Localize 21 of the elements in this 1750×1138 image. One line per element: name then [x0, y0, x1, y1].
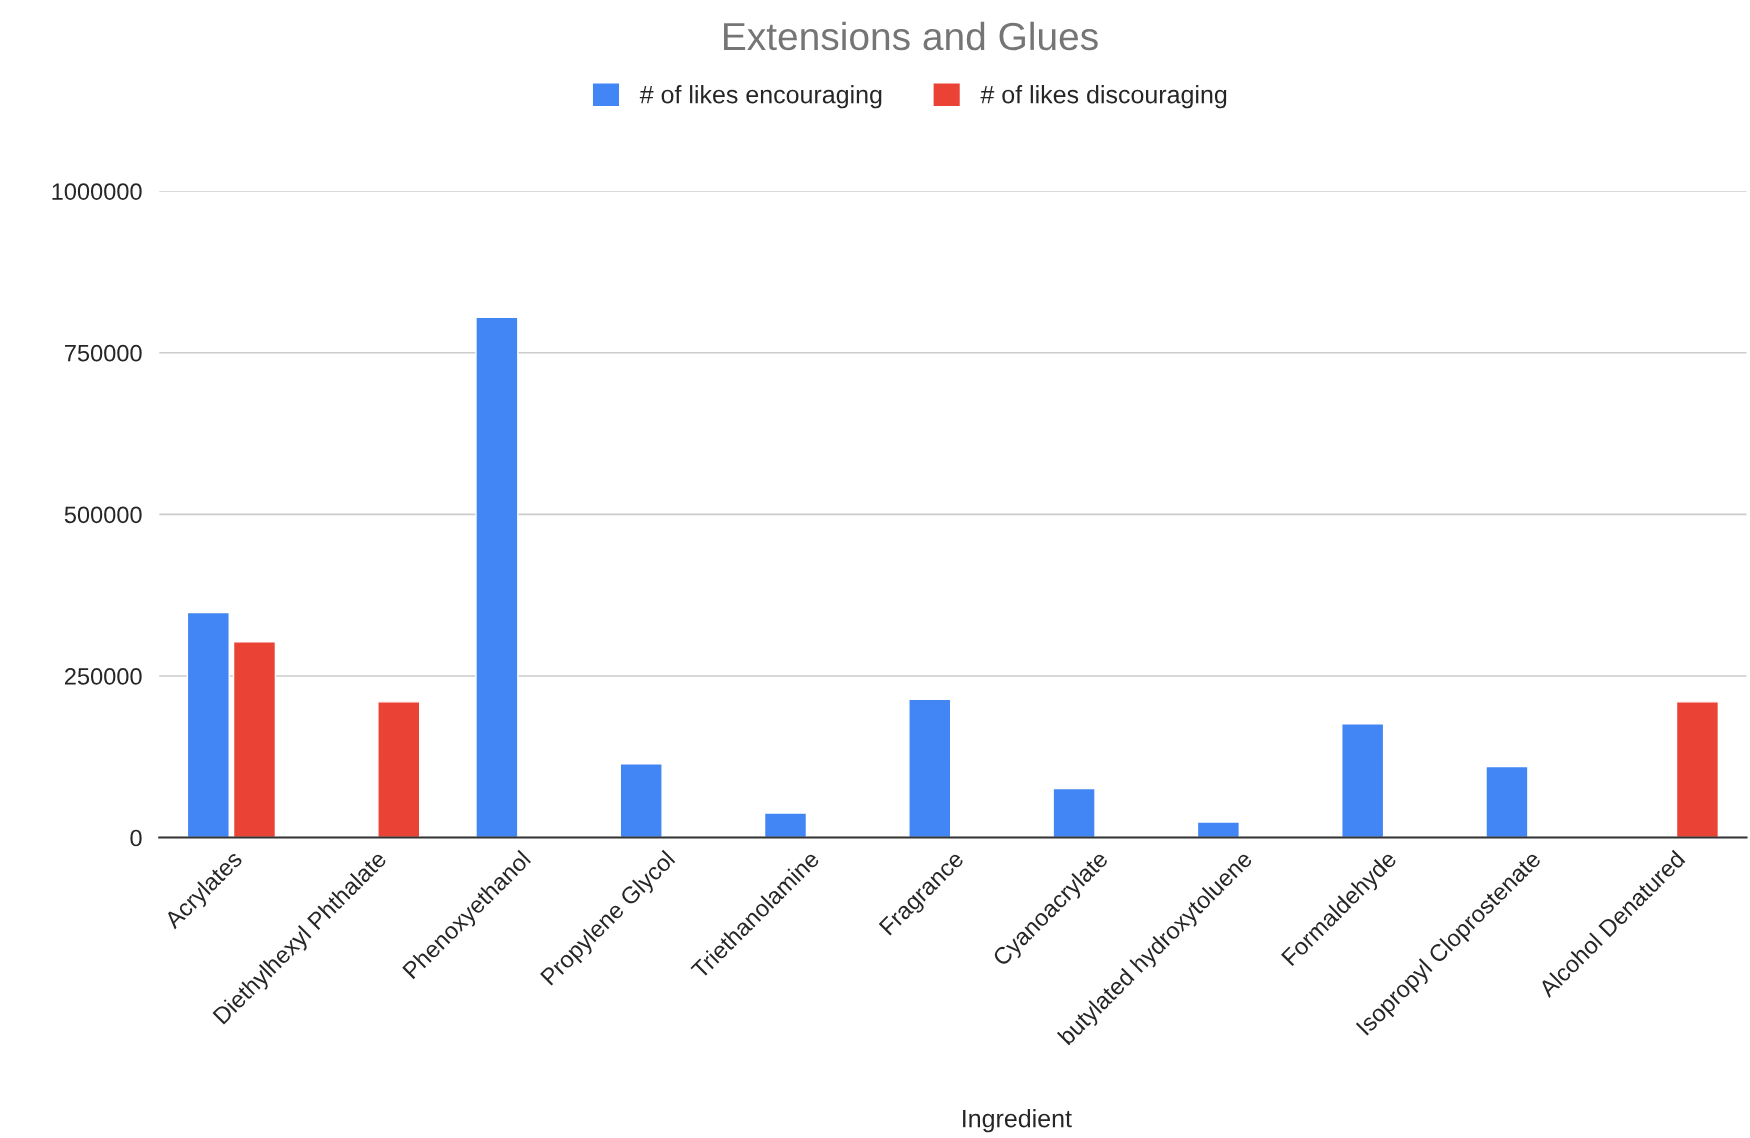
legend-label: # of likes discouraging [980, 85, 1227, 109]
y-tick-label: 750000 [65, 344, 142, 362]
y-tick-label: 1000000 [52, 183, 142, 200]
bar [475, 316, 519, 838]
bar [232, 641, 277, 838]
bar [377, 701, 421, 838]
bar [186, 611, 230, 838]
bar [1341, 723, 1385, 838]
bar [1485, 765, 1529, 838]
bar [619, 763, 663, 838]
y-tick-label: 500000 [64, 506, 142, 524]
bar [1196, 821, 1240, 838]
x-axis-title: Ingredient [963, 1109, 1072, 1133]
y-tick-label: 250000 [64, 668, 142, 685]
legend-label: # of likes encouraging [639, 85, 882, 109]
chart-title: Extensions and Glues [724, 21, 1098, 51]
y-tick-label: 0 [130, 829, 142, 847]
bar [908, 698, 952, 838]
bar [763, 812, 808, 838]
bar [1052, 787, 1096, 838]
bar [1675, 701, 1720, 838]
